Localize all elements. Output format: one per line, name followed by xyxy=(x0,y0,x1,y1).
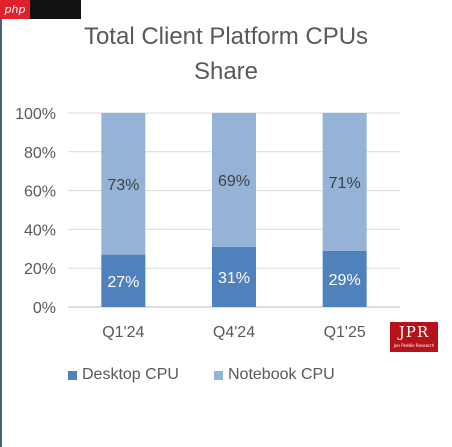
jpr-logo: JPR Jon Peddie Research xyxy=(390,322,438,352)
data-label-notebook: 73% xyxy=(107,177,139,194)
chart-title-line-2: Share xyxy=(193,58,259,85)
bar-desktop xyxy=(322,250,367,307)
chart-title-line-1: Total Client Platform CPUs xyxy=(83,23,369,50)
data-label-notebook: 69% xyxy=(218,173,250,190)
watermark: php xyxy=(0,0,81,19)
y-tick-label: 100% xyxy=(15,106,56,123)
legend-swatch-desktop xyxy=(68,371,77,380)
y-tick-label: 20% xyxy=(24,261,56,278)
bar-notebook xyxy=(322,113,367,251)
bar-desktop xyxy=(101,254,146,307)
legend-label-desktop: Desktop CPU xyxy=(82,366,179,383)
data-label-desktop: 27% xyxy=(107,274,139,291)
bar-desktop xyxy=(212,246,256,307)
bar-notebook xyxy=(101,113,146,255)
legend-label-notebook: Notebook CPU xyxy=(228,366,335,383)
watermark-logo: php xyxy=(0,0,30,19)
logo-subtext: Jon Peddie Research xyxy=(393,343,435,348)
data-label-desktop: 31% xyxy=(218,270,250,287)
logo-text: JPR xyxy=(398,323,430,341)
y-tick-label: 0% xyxy=(33,300,56,317)
data-label-desktop: 29% xyxy=(329,272,361,289)
x-tick-label: Q1'24 xyxy=(102,324,144,341)
y-tick-label: 40% xyxy=(24,222,56,239)
bar-notebook xyxy=(212,113,256,247)
data-label-notebook: 71% xyxy=(329,175,361,192)
y-tick-label: 80% xyxy=(24,145,56,162)
x-tick-label: Q4'24 xyxy=(213,324,255,341)
legend-swatch-notebook xyxy=(214,371,223,380)
y-tick-label: 60% xyxy=(24,184,56,201)
window-border xyxy=(0,0,2,447)
x-tick-label: Q1'25 xyxy=(324,324,366,341)
